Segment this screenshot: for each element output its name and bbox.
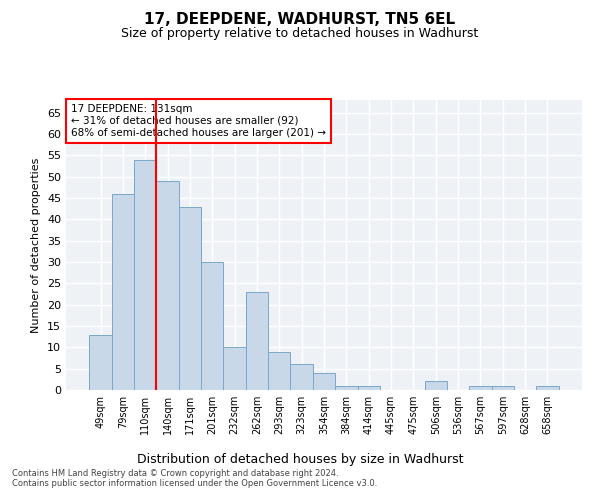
Bar [157, 181, 179, 390]
Bar [112, 194, 134, 390]
Bar [536, 386, 559, 390]
Bar [89, 334, 112, 390]
Text: Contains HM Land Registry data © Crown copyright and database right 2024.: Contains HM Land Registry data © Crown c… [12, 468, 338, 477]
Text: Size of property relative to detached houses in Wadhurst: Size of property relative to detached ho… [121, 28, 479, 40]
Bar [313, 373, 335, 390]
Y-axis label: Number of detached properties: Number of detached properties [31, 158, 41, 332]
Bar [179, 206, 201, 390]
Text: 17, DEEPDENE, WADHURST, TN5 6EL: 17, DEEPDENE, WADHURST, TN5 6EL [145, 12, 455, 28]
Bar [223, 348, 246, 390]
Bar [358, 386, 380, 390]
Bar [491, 386, 514, 390]
Bar [268, 352, 290, 390]
Text: Contains public sector information licensed under the Open Government Licence v3: Contains public sector information licen… [12, 478, 377, 488]
Bar [469, 386, 491, 390]
Text: Distribution of detached houses by size in Wadhurst: Distribution of detached houses by size … [137, 452, 463, 466]
Bar [246, 292, 268, 390]
Bar [290, 364, 313, 390]
Bar [425, 382, 447, 390]
Bar [335, 386, 358, 390]
Bar [201, 262, 223, 390]
Text: 17 DEEPDENE: 131sqm
← 31% of detached houses are smaller (92)
68% of semi-detach: 17 DEEPDENE: 131sqm ← 31% of detached ho… [71, 104, 326, 138]
Bar [134, 160, 157, 390]
